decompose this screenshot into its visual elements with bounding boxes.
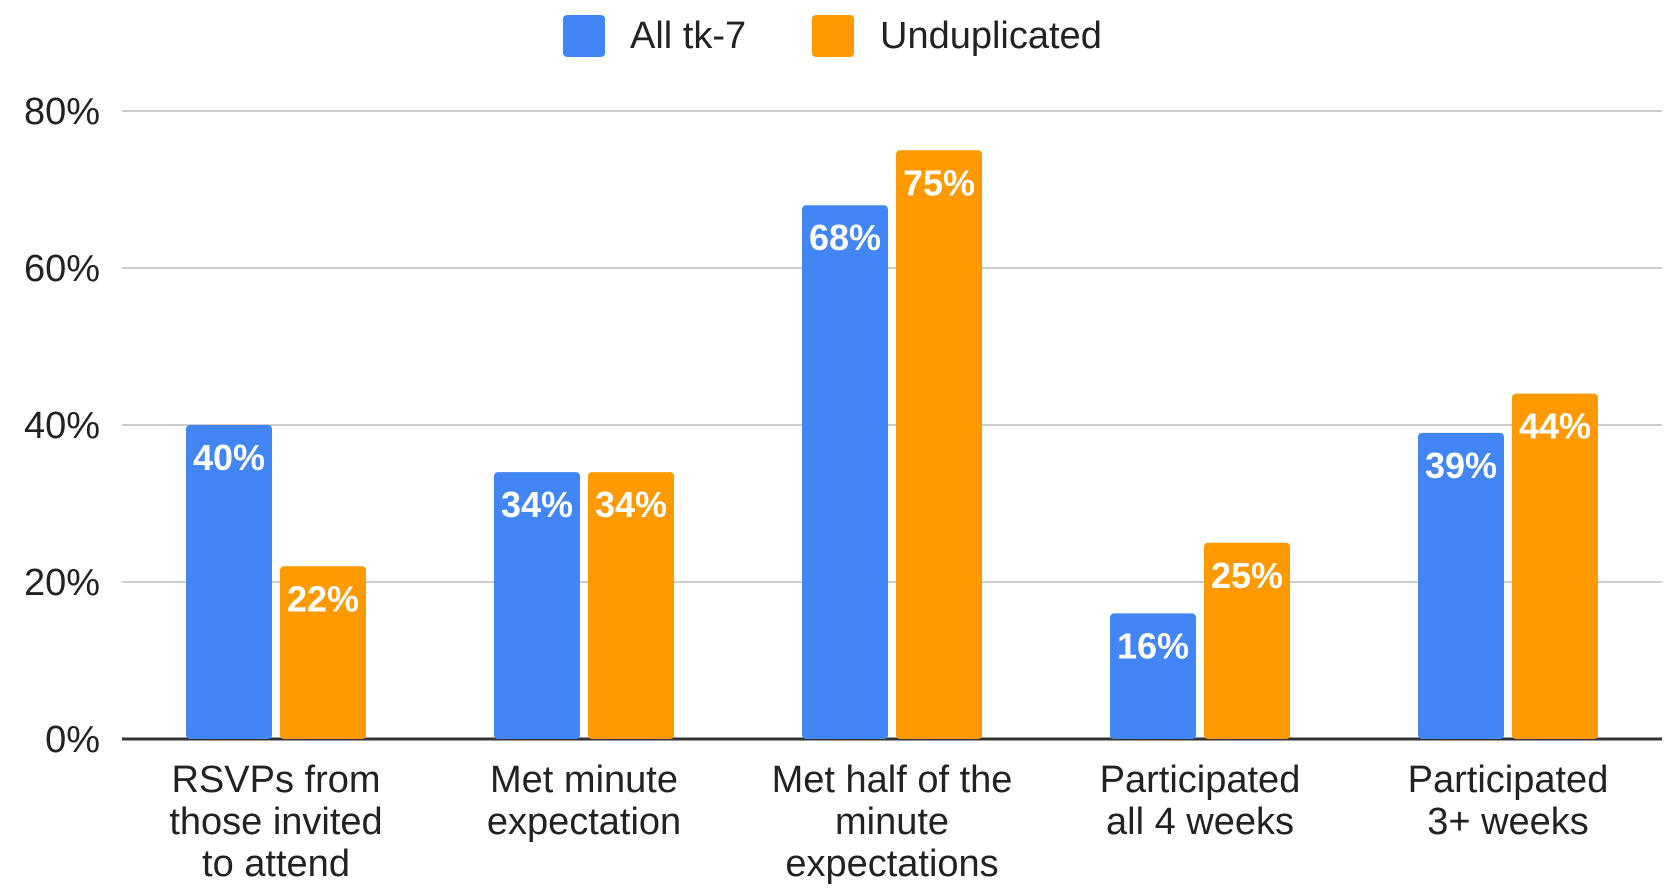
x-category-label-line: Participated (1100, 759, 1301, 801)
x-category-label-line: 3+ weeks (1427, 801, 1589, 843)
x-category-label: Participated all 4 weeks (1100, 759, 1301, 843)
bar-layer (186, 150, 1598, 739)
x-category-label: RSVPs from those invited to attend (169, 759, 382, 885)
y-tick-label: 0% (45, 719, 100, 761)
bar-all-tk7 (802, 205, 888, 739)
x-category-label-line: to attend (202, 843, 350, 885)
x-category-label-line: Met minute (490, 759, 678, 801)
data-label-layer: 40% 22% 34% 34% 68% 75% 16% 25% 39% 44% (193, 162, 1591, 666)
data-label: 16% (1117, 625, 1189, 666)
x-category-label-line: RSVPs from (171, 759, 380, 801)
x-category-label-line: minute (835, 801, 949, 843)
legend-label: Unduplicated (880, 15, 1102, 57)
bar-unduplicated (1512, 393, 1598, 739)
data-label: 75% (903, 162, 975, 203)
bar-unduplicated (1204, 542, 1290, 739)
x-category-label-line: expectations (785, 843, 998, 885)
bar-all-tk7 (186, 425, 272, 739)
x-category-label-line: those invited (169, 801, 382, 843)
bar-unduplicated (280, 566, 366, 739)
x-category-label: Met minute expectation (487, 759, 681, 843)
y-tick-label: 40% (24, 405, 100, 447)
x-category-label-line: all 4 weeks (1106, 801, 1294, 843)
x-category-label-line: Met half of the (772, 759, 1013, 801)
y-tick-label: 60% (24, 248, 100, 290)
data-label: 34% (595, 484, 667, 525)
legend-label: All tk-7 (630, 15, 746, 57)
data-label: 40% (193, 437, 265, 478)
x-category-label: Met half of the minute expectations (772, 759, 1013, 885)
data-label: 22% (287, 578, 359, 619)
y-tick-label: 80% (24, 91, 100, 133)
y-tick-label: 20% (24, 562, 100, 604)
bar-all-tk7 (494, 472, 580, 739)
data-label: 39% (1425, 445, 1497, 486)
legend: All tk-7 Unduplicated (563, 15, 1102, 57)
bar-all-tk7 (1110, 613, 1196, 739)
bar-unduplicated (588, 472, 674, 739)
x-axis-category-labels: RSVPs from those invited to attend Met minu… (169, 759, 1608, 885)
data-label: 44% (1519, 406, 1591, 447)
bar-all-tk7 (1418, 432, 1504, 739)
legend-swatch (812, 15, 854, 57)
x-category-label-line: expectation (487, 801, 681, 843)
legend-swatch (563, 15, 605, 57)
x-category-label-line: Participated (1408, 759, 1609, 801)
data-label: 68% (809, 217, 881, 258)
data-label: 25% (1211, 555, 1283, 596)
bar-unduplicated (896, 150, 982, 739)
x-category-label: Participated 3+ weeks (1408, 759, 1609, 843)
y-axis-tick-labels: 0% 20% 40% 60% 80% (24, 91, 100, 761)
grid-layer (122, 110, 1662, 741)
data-label: 34% (501, 484, 573, 525)
